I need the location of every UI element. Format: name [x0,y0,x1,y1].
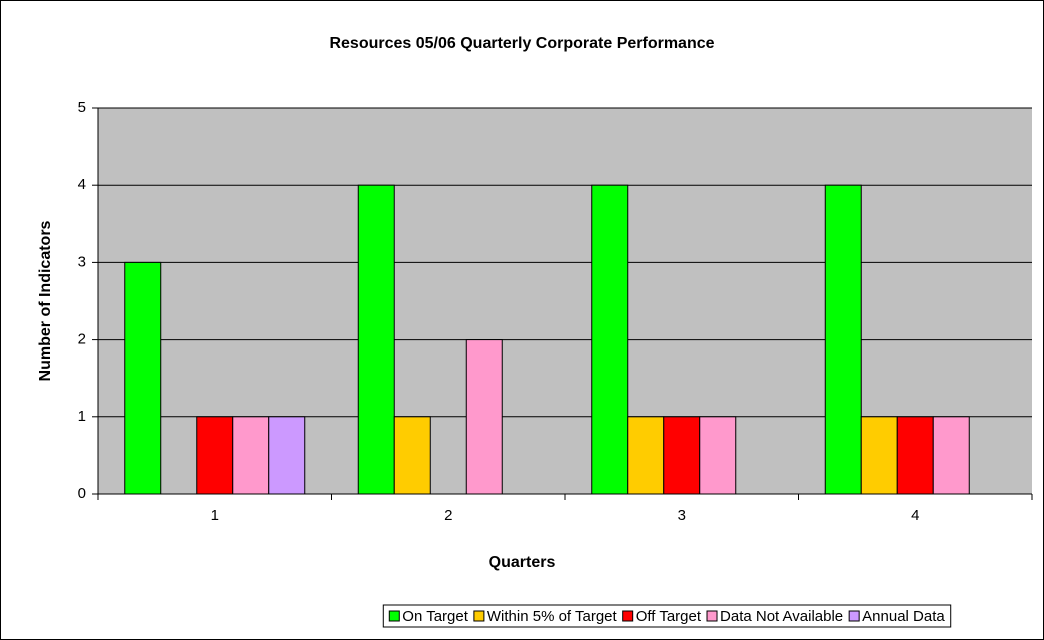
legend-label: Annual Data [862,608,945,625]
x-tick-label: 4 [911,507,919,524]
legend-swatch [473,610,485,622]
chart-title: Resources 05/06 Quarterly Corporate Perf… [329,35,714,52]
legend-label: Within 5% of Target [487,608,618,625]
y-tick-label: 2 [78,331,86,348]
y-axis-label: Number of Indicators [37,220,54,381]
bar [268,416,306,495]
bar [357,184,395,495]
bar [591,184,629,495]
bar [663,416,701,495]
bar [465,339,503,495]
bar [860,416,898,495]
bar [124,261,162,495]
y-tick-label: 0 [78,485,86,502]
legend-swatch [706,610,718,622]
legend-label: Data Not Available [720,608,843,625]
x-tick-label: 1 [211,507,219,524]
bar [824,184,862,495]
bar [699,416,737,495]
legend-box [382,604,952,628]
bar [627,416,665,495]
x-tick-label: 2 [444,507,452,524]
bar [896,416,934,495]
y-tick-label: 3 [78,253,86,270]
x-tick-label: 3 [678,507,686,524]
y-tick-label: 5 [78,99,86,116]
legend-swatch [848,610,860,622]
bar [196,416,234,495]
y-tick-label: 4 [78,176,86,193]
legend-label: Off Target [636,608,702,625]
legend-label: On Target [402,608,468,625]
legend-swatch [388,610,400,622]
bar [932,416,970,495]
x-axis-label: Quarters [489,554,556,571]
y-tick-label: 1 [78,408,86,425]
legend-swatch [622,610,634,622]
bar [232,416,270,495]
bar [393,416,431,495]
legend: On Target Within 5% of Target Off Target Da… [388,608,945,625]
